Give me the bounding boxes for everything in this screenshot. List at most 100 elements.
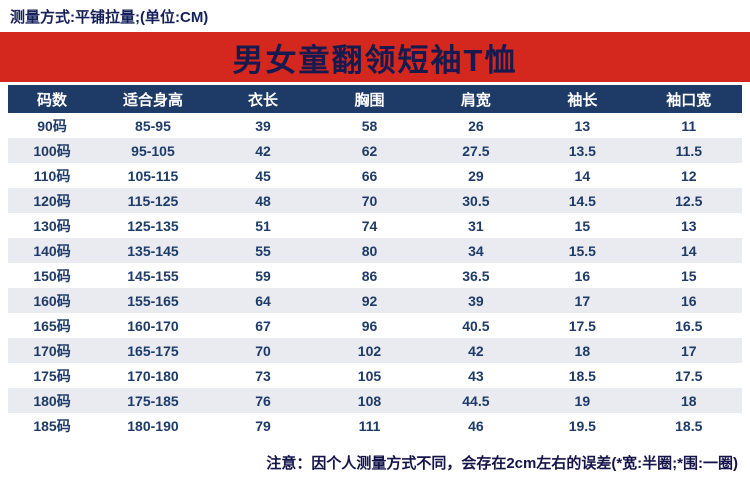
table-row: 140码 135-145 55 80 34 15.5 14: [8, 238, 742, 263]
table-row: 170码 165-175 70 102 42 18 17: [8, 338, 742, 363]
table-header-cell: 码数: [8, 85, 97, 113]
table-cell: 95-105: [131, 142, 175, 159]
table-row: 150码 145-155 59 86 36.5 16 15: [8, 263, 742, 288]
measure-method-text: 测量方式:平铺拉量;(单位:CM): [10, 8, 209, 26]
table-cell: 15: [574, 217, 591, 234]
table-cell: 16: [680, 292, 697, 309]
table-cell: 11: [681, 117, 697, 134]
table-cell: 14: [680, 242, 697, 259]
table-cell: 85-95: [135, 117, 171, 134]
table-cell: 90码: [37, 117, 67, 134]
footer-note: 注意：因个人测量方式不同，会存在2cm左右的误差(*宽:半圈;*围:一圈): [0, 438, 750, 473]
table-row: 130码 125-135 51 74 31 15 13: [8, 213, 742, 238]
table-cell: 15: [680, 267, 697, 284]
table-cell: 13: [574, 117, 591, 134]
table-cell: 17: [680, 342, 697, 359]
table-cell: 70: [361, 192, 378, 209]
table-cell: 18: [680, 392, 697, 409]
table-cell: 160码: [33, 292, 71, 309]
table-cell: 96: [361, 317, 378, 334]
table-cell: 16.5: [675, 317, 703, 334]
table-cell: 115-125: [127, 192, 179, 209]
table-cell: 70: [255, 342, 271, 359]
table-cell: 140码: [33, 242, 71, 259]
table-cell: 170码: [33, 342, 71, 359]
table-cell: 43: [468, 367, 484, 384]
table-cell: 14.5: [568, 192, 596, 209]
table-cell: 30.5: [462, 192, 490, 209]
table-cell: 150码: [33, 267, 71, 284]
table-cell: 18: [574, 342, 591, 359]
table-cell: 39: [255, 117, 271, 134]
table-cell: 105-115: [127, 167, 179, 184]
table-cell: 135-145: [127, 242, 179, 259]
table-cell: 18.5: [675, 417, 703, 434]
table-cell: 145-155: [127, 267, 179, 284]
measure-method-note: 测量方式:平铺拉量;(单位:CM): [0, 0, 750, 32]
table-cell: 12.5: [675, 192, 703, 209]
page-title: 男女童翻领短袖T恤: [232, 42, 518, 78]
table-cell: 18.5: [568, 367, 596, 384]
table-cell: 80: [361, 242, 378, 259]
table-cell: 46: [468, 417, 484, 434]
table-cell: 29: [468, 167, 484, 184]
table-cell: 17: [574, 292, 591, 309]
table-row: 175码 170-180 73 105 43 18.5 17.5: [8, 363, 742, 388]
table-row: 180码 175-185 76 108 44.5 19 18: [8, 388, 742, 413]
table-cell: 92: [361, 292, 378, 309]
table-row: 110码 105-115 45 66 29 14 12: [8, 163, 742, 188]
table-cell: 111: [358, 417, 381, 434]
table-header-cell: 袖长: [529, 85, 636, 113]
table-row: 100码 95-105 42 62 27.5 13.5 11.5: [8, 138, 742, 163]
table-cell: 26: [468, 117, 484, 134]
table-row: 185码 180-190 79 111 46 19.5 18.5: [8, 413, 742, 438]
table-cell: 42: [255, 142, 271, 159]
table-row: 160码 155-165 64 92 39 17 16: [8, 288, 742, 313]
table-cell: 125-135: [127, 217, 179, 234]
table-cell: 14: [574, 167, 591, 184]
table-cell: 74: [361, 217, 378, 234]
table-cell: 19.5: [568, 417, 596, 434]
table-cell: 39: [468, 292, 484, 309]
table-cell: 34: [468, 242, 484, 259]
table-cell: 58: [361, 117, 378, 134]
table-header-cell: 适合身高: [96, 85, 210, 113]
table-cell: 27.5: [462, 142, 490, 159]
size-table-body: 90码 85-95 39 58 26 13 11 100码 95-105 42 62 27.5 13.5…: [8, 113, 742, 438]
table-cell: 59: [255, 267, 271, 284]
table-cell: 45: [255, 167, 271, 184]
table-cell: 13.5: [568, 142, 596, 159]
table-cell: 86: [361, 267, 378, 284]
footer-note-text: 注意：因个人测量方式不同，会存在2cm左右的误差(*宽:半圈;*围:一圈): [266, 455, 738, 472]
table-cell: 105: [357, 367, 382, 384]
table-cell: 170-180: [127, 367, 179, 384]
table-row: 90码 85-95 39 58 26 13 11: [8, 113, 742, 138]
table-header-cell: 衣长: [209, 85, 317, 113]
table-cell: 11.5: [675, 142, 702, 159]
table-cell: 48: [255, 192, 271, 209]
table-header-cell: 肩宽: [422, 85, 530, 113]
table-row: 120码 115-125 48 70 30.5 14.5 12.5: [8, 188, 742, 213]
table-cell: 15.5: [568, 242, 596, 259]
table-cell: 108: [357, 392, 382, 409]
table-cell: 175码: [33, 367, 71, 384]
table-cell: 110码: [33, 167, 71, 184]
table-header-cell: 袖口宽: [635, 85, 742, 113]
table-cell: 76: [255, 392, 271, 409]
table-cell: 66: [361, 167, 378, 184]
table-cell: 165码: [33, 317, 71, 334]
table-cell: 13: [680, 217, 697, 234]
table-cell: 36.5: [462, 267, 490, 284]
table-cell: 17.5: [568, 317, 596, 334]
table-header-cell: 胸围: [316, 85, 423, 113]
table-cell: 102: [357, 342, 382, 359]
table-cell: 42: [468, 342, 484, 359]
table-cell: 175-185: [127, 392, 179, 409]
table-cell: 155-165: [127, 292, 179, 309]
table-cell: 19: [574, 392, 591, 409]
table-header-row: 码数 适合身高 衣长 胸围 肩宽 袖长 袖口宽: [8, 85, 742, 113]
table-cell: 185码: [33, 417, 71, 434]
table-cell: 67: [255, 317, 271, 334]
table-cell: 165-175: [127, 342, 179, 359]
table-cell: 64: [255, 292, 271, 309]
